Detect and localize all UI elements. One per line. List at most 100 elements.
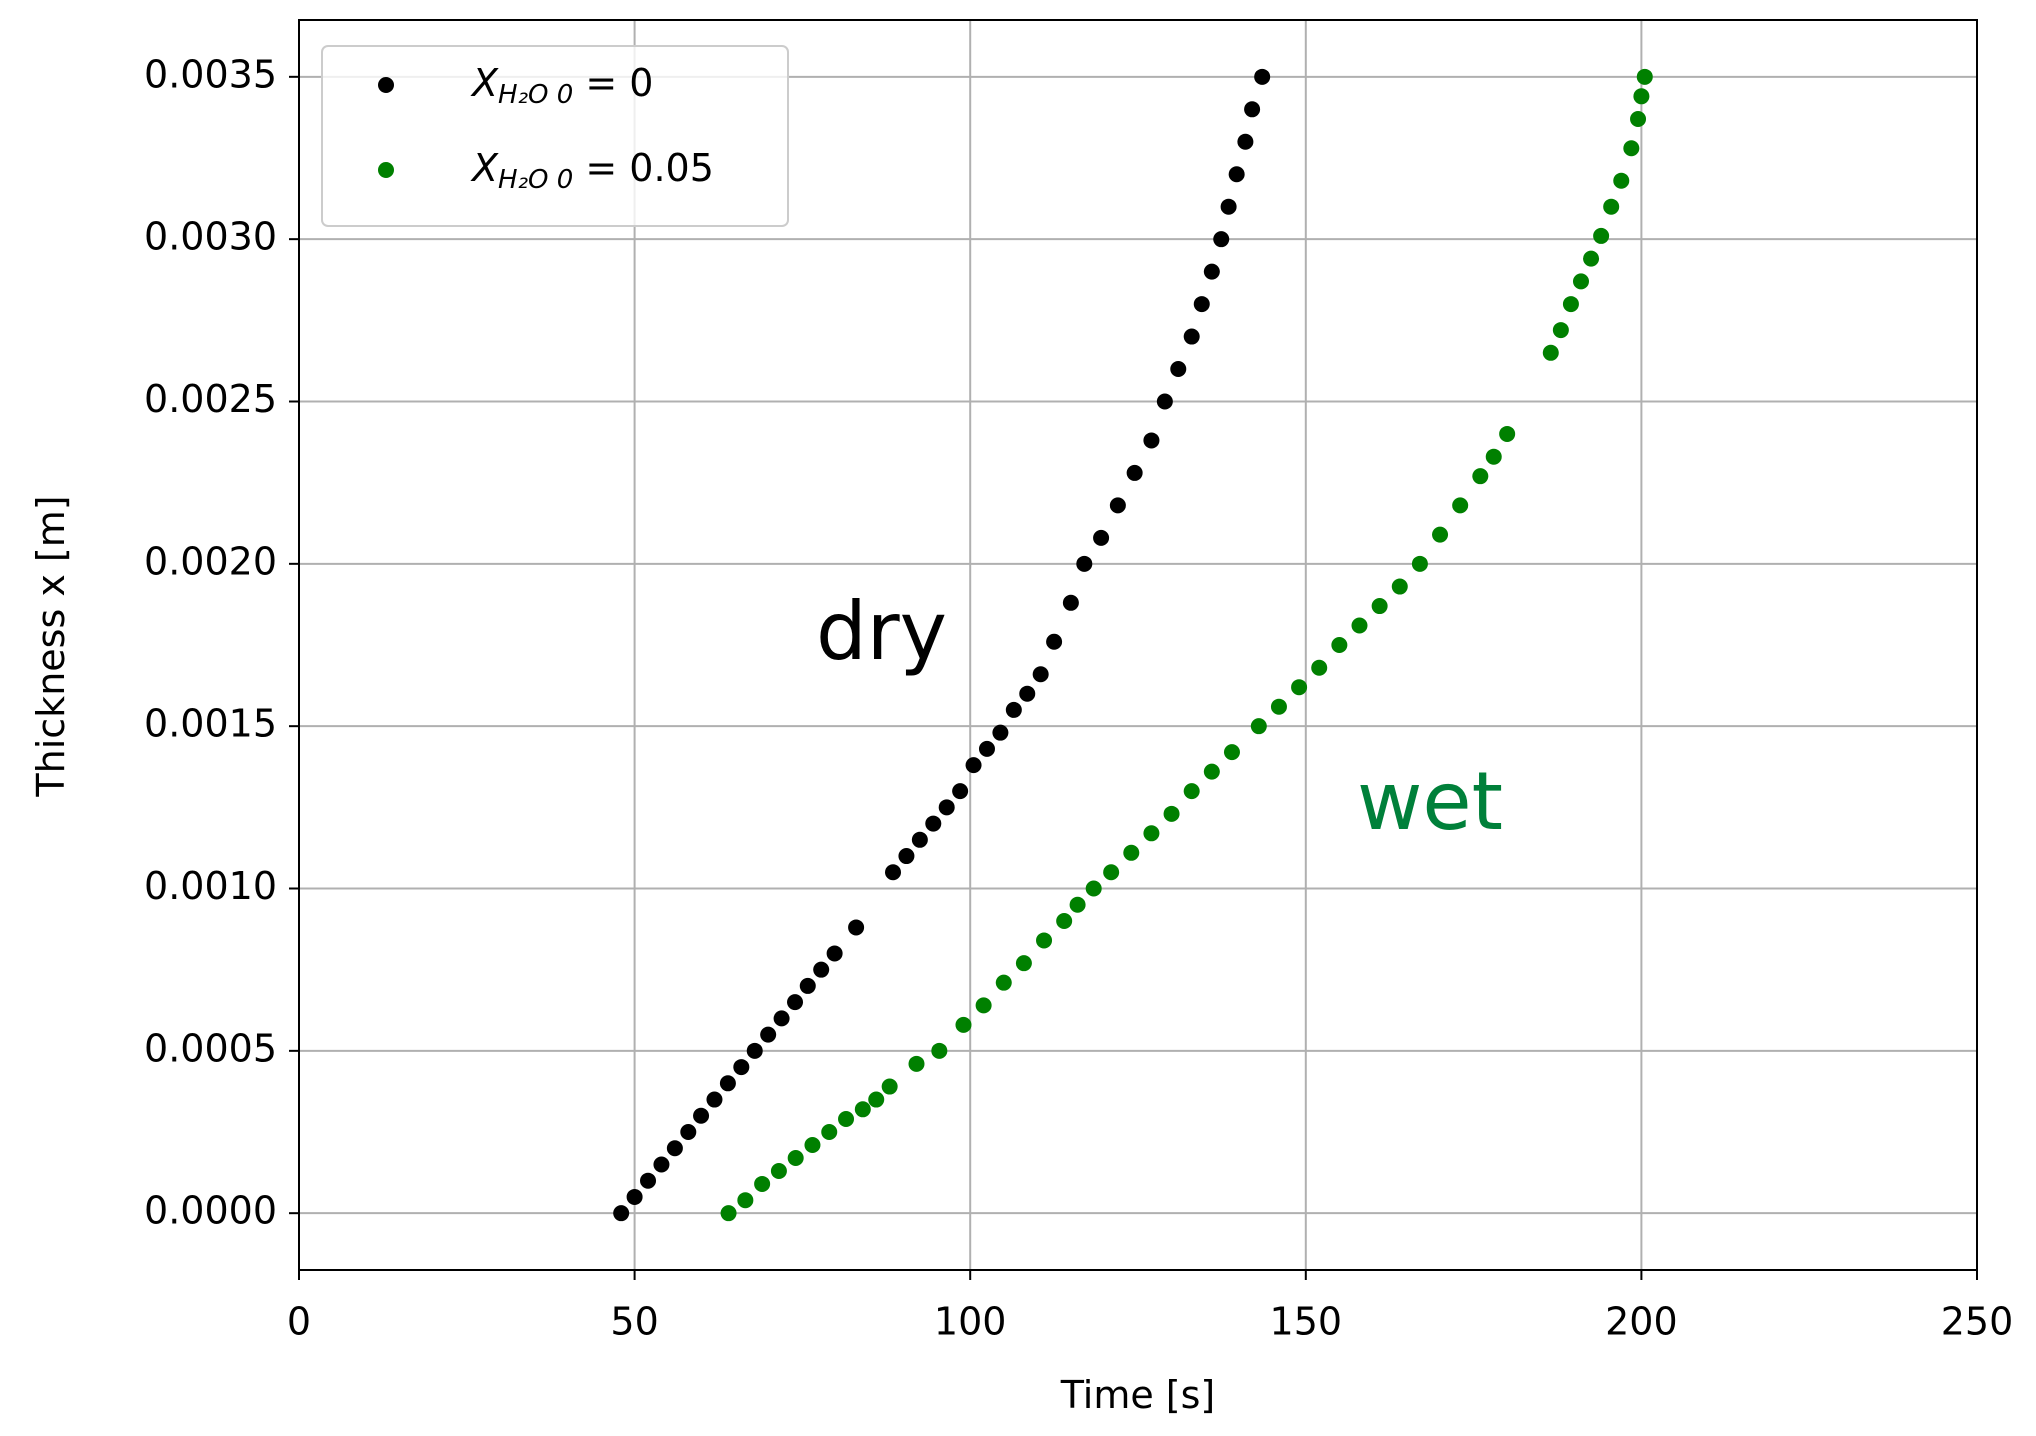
annotation: dry [816,585,947,678]
data-point [1062,594,1079,611]
plot-frame [298,19,1978,1271]
data-point [1633,88,1650,105]
data-point [1156,393,1173,410]
data-point [613,1205,630,1222]
data-point [653,1156,670,1173]
data-point [1472,468,1489,485]
data-point [911,831,928,848]
data-point [693,1107,710,1124]
data-point [1015,955,1032,972]
data-point [1562,296,1579,313]
y-tick-label: 0.0020 [144,539,277,583]
data-point [1254,68,1271,85]
data-point [1123,844,1140,861]
data-point [1291,679,1308,696]
data-point [854,1101,871,1118]
points [613,68,1653,1222]
data-point [813,961,830,978]
data-point [908,1055,925,1072]
y-tick-label: 0.0010 [144,864,277,908]
data-point [931,1042,948,1059]
data-point [955,1016,972,1033]
x-tick-label: 0 [287,1300,311,1344]
y-tick-label: 0.0035 [144,52,277,96]
data-point [821,1124,838,1141]
data-point [978,740,995,757]
data-point [1076,555,1093,572]
data-point [1203,263,1220,280]
data-point [826,945,843,962]
data-point [1583,250,1600,267]
data-point [1103,864,1120,881]
x-tick-label: 200 [1605,1300,1678,1344]
data-point [925,815,942,832]
data-point [1203,763,1220,780]
data-point [1244,101,1261,118]
x-tick-label: 150 [1270,1300,1343,1344]
data-point [1613,172,1630,189]
data-point [746,1042,763,1059]
data-point [1213,231,1230,248]
data-point [938,799,955,816]
data-point [706,1091,723,1108]
data-point [1351,617,1368,634]
data-point [1005,701,1022,718]
y-tick-label: 0.0000 [144,1189,277,1233]
data-point [898,848,915,865]
legend-box [321,45,789,227]
data-point [1411,555,1428,572]
data-point [737,1192,754,1209]
data-point [975,997,992,1014]
data-point [733,1059,750,1076]
data-point [1552,322,1569,339]
legend-label: XH₂O 0 = 0.05 [470,146,714,195]
data-point [804,1137,821,1153]
data-point [965,757,982,774]
x-axis-label: Time [s] [1060,1373,1216,1417]
data-point [1126,464,1143,481]
y-tick-label: 0.0030 [144,215,277,259]
data-point [1056,912,1073,929]
data-point [1452,497,1469,514]
x-tick-label: 250 [1941,1300,2014,1344]
y-axis-label: Thickness x [m] [29,495,73,797]
data-point [770,1162,787,1179]
data-point [848,919,865,936]
data-point [1183,783,1200,800]
data-point [1572,273,1589,290]
data-point [773,1010,790,1027]
data-point [1163,805,1180,822]
data-point [1220,198,1237,215]
data-point [1143,432,1160,449]
data-point [1085,880,1102,897]
legend-label: XH₂O 0 = 0 [470,61,653,110]
data-point [1432,526,1449,543]
data-point [626,1188,643,1205]
data-point [787,994,804,1011]
y-tick-label: 0.0025 [144,377,277,421]
data-point [1485,448,1502,465]
data-point [1623,140,1640,157]
data-point [1636,68,1653,85]
legend: XH₂O 0 = 0 XH₂O 0 = 0.05 [321,45,789,227]
data-point [1237,133,1254,150]
data-point [1069,896,1086,913]
data-point [719,1075,736,1092]
data-point [1250,718,1267,735]
data-point [1223,744,1240,761]
annotation: wet [1357,755,1503,848]
x-tick-label: 100 [934,1300,1007,1344]
data-point [1391,578,1408,595]
data-point [1603,198,1620,215]
data-point [885,864,902,881]
data-point [1228,166,1245,183]
data-point [881,1078,898,1095]
data-point [992,724,1009,741]
data-point [640,1172,657,1189]
data-point [666,1140,683,1157]
legend-marker [378,162,394,178]
data-point [1183,328,1200,345]
data-point [1093,529,1110,546]
data-point [680,1124,697,1141]
data-point [1143,825,1160,842]
